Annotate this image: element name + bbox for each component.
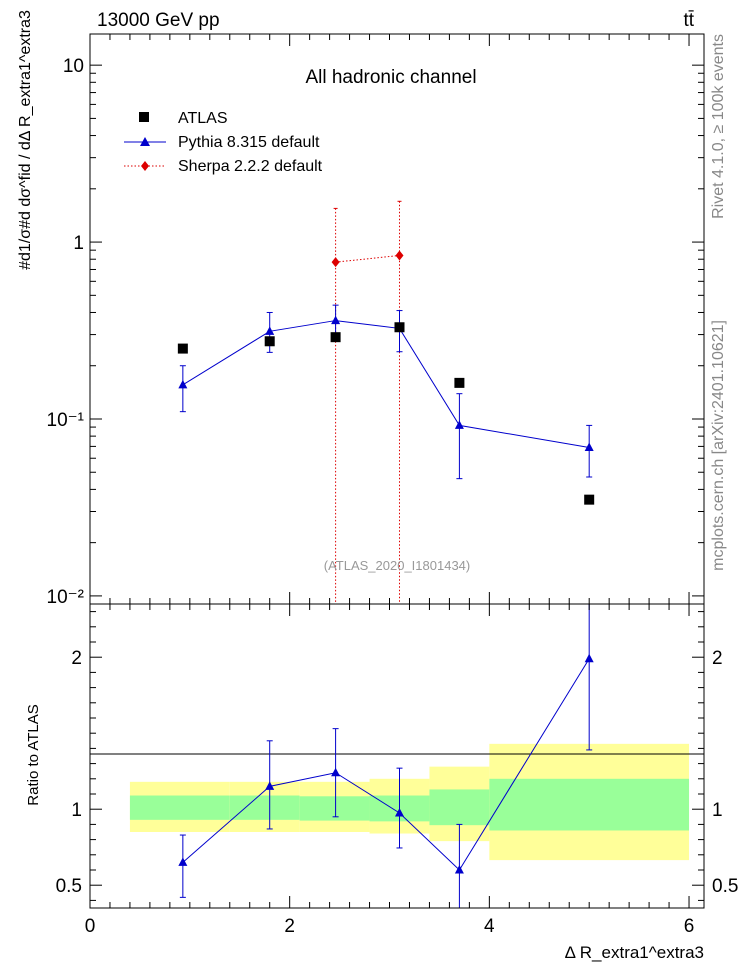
sherpa-line: [335, 254, 400, 263]
ratio-pythia-point: [584, 653, 594, 663]
ratio-ylabel: Ratio to ATLAS: [25, 704, 42, 805]
legend-marker-pythia: [140, 137, 150, 146]
pythia-point: [454, 420, 464, 429]
ratio-ytick-label: 0.5: [56, 876, 82, 897]
sherpa-point: [331, 257, 340, 268]
ratio-panel: 0.5 0.5 1 1 2 2 0 2 4 6 Ratio to ATLAS Δ R_extra1…: [25, 603, 738, 962]
main-ytick-label: 10⁻²: [47, 587, 85, 608]
ratio-ytick-label: 1: [71, 800, 82, 821]
ratio-pythia-point: [394, 808, 404, 817]
ratio-xtick-label: 2: [284, 916, 295, 937]
ratio-pythia-point: [178, 857, 188, 866]
pythia-point: [178, 379, 188, 389]
atlas-point: [264, 336, 275, 347]
legend-label-sherpa: Sherpa 2.2.2 default: [178, 158, 323, 175]
header-right: tt̄: [683, 10, 694, 31]
ratio-xtick-label: 0: [85, 916, 96, 937]
atlas-point: [454, 377, 465, 388]
ratio-band-green: [229, 795, 300, 820]
main-panel: 10 1 10⁻¹ 10⁻² All hadronic channel (ATLAS_…: [17, 10, 705, 608]
legend-marker-sherpa: [141, 161, 149, 171]
legend-marker-atlas: [139, 112, 149, 122]
ratio-pythia-line: [182, 658, 590, 871]
pythia-point: [331, 315, 341, 325]
ratio-xtick-label: 4: [484, 916, 495, 937]
ratio-ytick-label: 2: [71, 648, 82, 669]
pythia-line: [182, 320, 590, 448]
main-ylabel: #d1/σ#d dσ^fid / dΔ R_extra1^extra3: [17, 10, 34, 270]
atlas-point: [177, 343, 188, 354]
sherpa-point: [395, 250, 404, 261]
main-title: All hadronic channel: [305, 67, 476, 88]
atlas-point: [330, 332, 341, 343]
ratio-frame: [89, 603, 705, 909]
ratio-pythia-point: [454, 865, 464, 874]
ratio-ytick-label-right: 0.5: [712, 876, 738, 897]
ratio-ytick-label-right: 2: [712, 648, 723, 669]
side-bottom-label: mcplots.cern.ch [arXiv:2401.10621]: [710, 320, 727, 571]
ratio-band-green: [429, 789, 490, 826]
ratio-pythia-point: [265, 781, 275, 790]
watermark: (ATLAS_2020_I1801434): [324, 558, 470, 573]
legend-label-atlas: ATLAS: [178, 110, 228, 127]
legend-label-pythia: Pythia 8.315 default: [178, 134, 320, 151]
ratio-pythia-point: [331, 767, 341, 777]
main-ytick-label: 10⁻¹: [47, 410, 85, 431]
side-top-label: Rivet 4.1.0, ≥ 100k events: [710, 34, 727, 219]
legend: ATLAS Pythia 8.315 default Sherpa 2.2.2 …: [124, 110, 323, 175]
pythia-point: [584, 442, 594, 451]
x-axis-label: Δ R_extra1^extra3: [565, 943, 704, 962]
atlas-point: [394, 322, 405, 333]
ratio-band-green: [489, 778, 690, 831]
main-ytick-label: 10: [63, 56, 84, 77]
ratio-xtick-label: 6: [684, 916, 695, 937]
atlas-point: [584, 494, 595, 505]
pythia-point: [265, 326, 275, 335]
header-left: 13000 GeV pp: [97, 10, 220, 31]
main-ytick-label: 1: [73, 233, 84, 254]
ratio-band-green: [129, 795, 230, 820]
ratio-ytick-label-right: 1: [712, 800, 723, 821]
